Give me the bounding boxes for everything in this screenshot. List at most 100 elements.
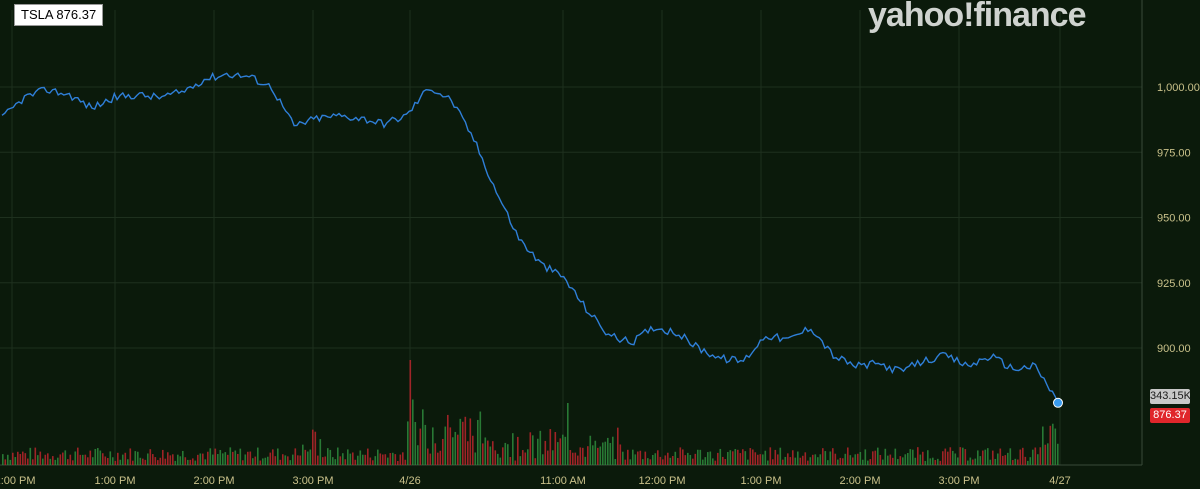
- volume-bar: [497, 453, 499, 465]
- volume-bar: [64, 450, 67, 465]
- volume-bar: [662, 459, 664, 465]
- volume-bar: [947, 451, 949, 465]
- volume-bar: [79, 454, 82, 465]
- volume-bar: [517, 436, 519, 465]
- volume-bar: [984, 449, 987, 465]
- volume-bar: [287, 456, 289, 465]
- volume-bar: [864, 449, 867, 465]
- volume-bar: [779, 447, 782, 465]
- volume-bar: [869, 459, 872, 465]
- volume-bar: [989, 459, 992, 465]
- volume-bar: [614, 459, 617, 465]
- volume-bar: [397, 460, 399, 465]
- volume-bar: [519, 456, 522, 465]
- volume-bar: [684, 455, 687, 465]
- volume-bar: [792, 450, 794, 465]
- volume-bar: [677, 457, 679, 465]
- volume-bar: [719, 448, 722, 465]
- volume-bar: [49, 458, 52, 465]
- x-tick-label: 2:00 PM: [194, 475, 235, 487]
- volume-bar: [682, 449, 684, 465]
- volume-bar: [252, 458, 254, 465]
- volume-bar: [889, 454, 892, 465]
- volume-bar: [444, 426, 447, 465]
- volume-bar: [707, 452, 709, 465]
- volume-bar: [474, 452, 477, 465]
- volume-bar: [752, 449, 754, 465]
- volume-bar: [329, 449, 332, 465]
- volume-bar: [672, 456, 674, 465]
- volume-bar: [147, 453, 149, 465]
- volume-bar: [412, 399, 414, 465]
- volume-bar: [39, 451, 42, 465]
- volume-bar: [139, 457, 142, 465]
- volume-bar: [347, 449, 349, 465]
- volume-bar: [762, 454, 764, 465]
- volume-bar: [914, 457, 917, 465]
- volume-bar: [557, 442, 559, 465]
- volume-bar: [527, 449, 529, 465]
- volume-bar: [187, 459, 189, 465]
- volume-bar: [739, 453, 742, 465]
- volume-bar: [202, 453, 204, 465]
- price-badge: 876.37: [1150, 408, 1190, 423]
- volume-bar: [297, 455, 299, 465]
- x-tick-label: 1:00 PM: [95, 475, 136, 487]
- volume-bar: [174, 460, 177, 465]
- volume-bar: [32, 459, 34, 465]
- volume-bar: [447, 414, 449, 465]
- volume-bar: [242, 460, 244, 465]
- volume-bar: [1012, 460, 1014, 465]
- volume-bar: [854, 454, 857, 465]
- volume-bar: [597, 447, 599, 465]
- volume-bar: [539, 430, 542, 465]
- volume-bar: [354, 459, 357, 465]
- volume-bar: [314, 431, 317, 465]
- volume-bar: [482, 443, 484, 465]
- volume-bar: [437, 452, 439, 465]
- volume-bar: [759, 454, 762, 465]
- volume-bar: [624, 459, 627, 465]
- volume-bar: [602, 442, 604, 465]
- volume-bar: [1034, 447, 1037, 465]
- volume-bar: [1037, 454, 1039, 465]
- volume-bar: [764, 450, 767, 465]
- volume-bar: [567, 403, 569, 465]
- volume-bar: [689, 454, 692, 465]
- volume-bar: [72, 460, 74, 465]
- volume-bar: [489, 446, 492, 465]
- volume-bar: [364, 454, 367, 465]
- volume-bar: [1009, 448, 1012, 465]
- volume-bar: [267, 456, 269, 465]
- volume-bar: [374, 456, 377, 465]
- volume-bar: [569, 450, 572, 465]
- volume-bar: [582, 447, 584, 465]
- volume-bar: [29, 447, 32, 465]
- x-tick-label: 2:00 PM: [840, 475, 881, 487]
- volume-bar: [742, 449, 744, 465]
- volume-bar: [664, 455, 667, 465]
- volume-bar: [352, 452, 354, 465]
- volume-bar: [382, 454, 384, 465]
- volume-bar: [912, 449, 914, 465]
- volume-bar: [909, 449, 912, 465]
- volume-bar: [94, 448, 97, 465]
- volume-bar: [827, 460, 829, 465]
- volume-bar: [257, 447, 259, 465]
- volume-bar: [99, 450, 102, 465]
- volume-bar: [969, 457, 972, 465]
- volume-bar: [584, 456, 587, 465]
- volume-bar: [1047, 443, 1049, 465]
- volume-bar: [867, 460, 869, 465]
- volume-bar: [692, 458, 694, 465]
- volume-bar: [819, 454, 822, 465]
- volume-bar: [669, 457, 672, 465]
- volume-bar: [502, 447, 504, 465]
- price-line: [1, 71, 1059, 404]
- volume-bar: [577, 455, 579, 465]
- volume-bar: [209, 448, 212, 465]
- volume-bar: [509, 457, 512, 465]
- volume-bar: [499, 457, 502, 465]
- volume-bar: [232, 451, 234, 465]
